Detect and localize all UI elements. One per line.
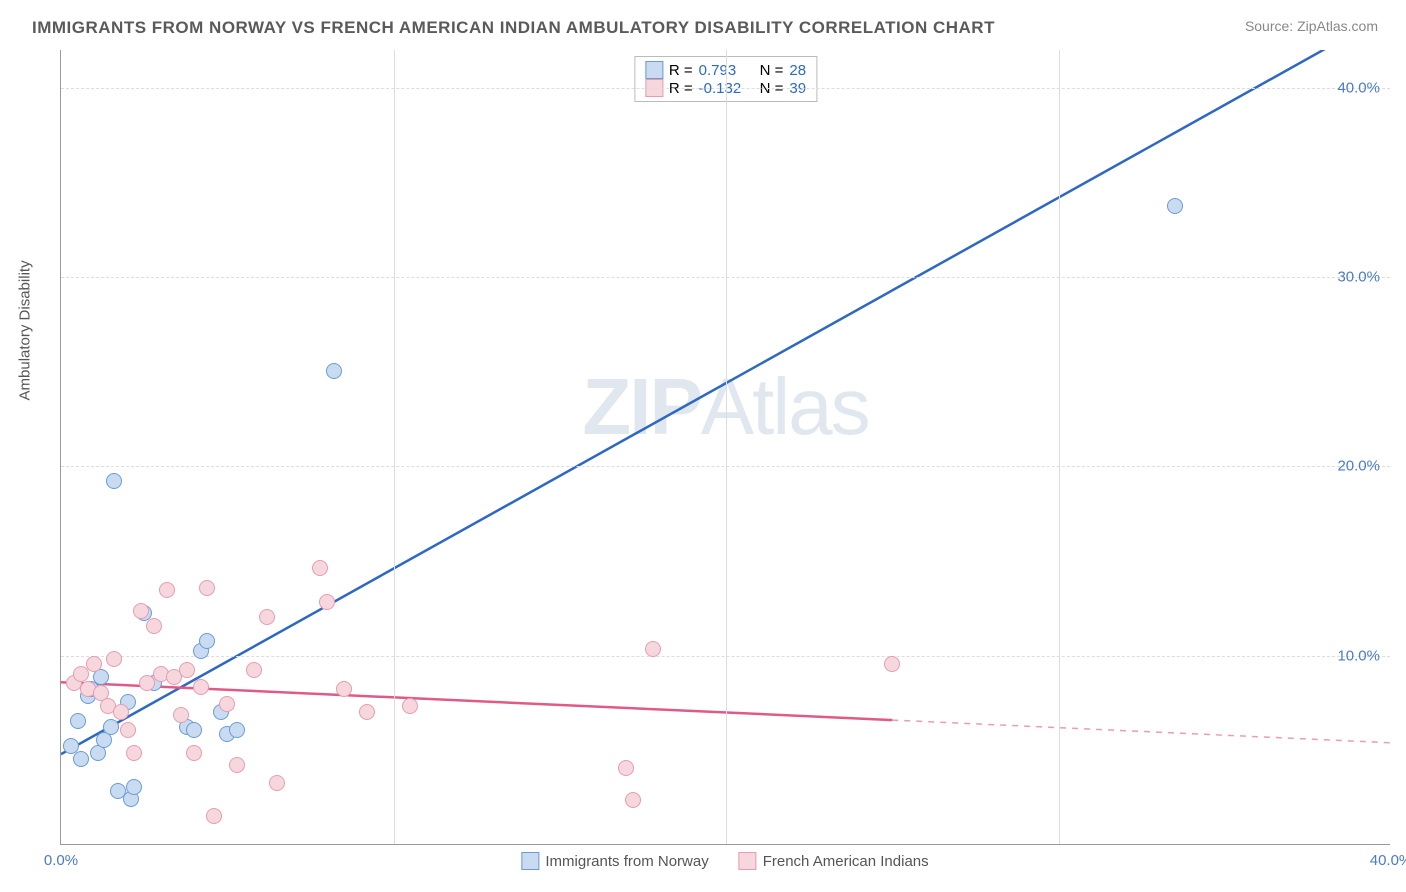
data-point <box>199 633 215 649</box>
data-point <box>359 704 375 720</box>
data-point <box>402 698 418 714</box>
n-value-series1: 28 <box>789 62 806 79</box>
data-point <box>186 722 202 738</box>
swatch-series2-bottom <box>739 852 757 870</box>
plot-region: ZIPAtlas R = 0.793 N = 28 R = -0.132 N =… <box>60 50 1390 845</box>
data-point <box>113 704 129 720</box>
data-point <box>229 757 245 773</box>
chart-area: Ambulatory Disability ZIPAtlas R = 0.793… <box>60 50 1390 845</box>
legend-label-series2: French American Indians <box>763 853 929 870</box>
data-point <box>146 618 162 634</box>
data-point <box>70 713 86 729</box>
source-attribution: Source: ZipAtlas.com <box>1245 18 1378 34</box>
x-tick-label: 40.0% <box>1370 852 1406 869</box>
gridline-v <box>726 50 727 844</box>
data-point <box>229 722 245 738</box>
x-tick-label: 0.0% <box>44 852 78 869</box>
data-point <box>159 582 175 598</box>
y-axis-label: Ambulatory Disability <box>17 260 34 400</box>
data-point <box>106 651 122 667</box>
y-tick-label: 40.0% <box>1337 79 1380 96</box>
data-point <box>625 792 641 808</box>
data-point <box>173 707 189 723</box>
legend-item-series2: French American Indians <box>739 852 929 870</box>
data-point <box>219 696 235 712</box>
y-tick-label: 30.0% <box>1337 269 1380 286</box>
data-point <box>73 751 89 767</box>
y-tick-label: 20.0% <box>1337 458 1380 475</box>
data-point <box>206 808 222 824</box>
data-point <box>645 641 661 657</box>
data-point <box>120 722 136 738</box>
data-point <box>884 656 900 672</box>
data-point <box>186 745 202 761</box>
y-tick-label: 10.0% <box>1337 647 1380 664</box>
data-point <box>106 473 122 489</box>
data-point <box>312 560 328 576</box>
data-point <box>103 719 119 735</box>
data-point <box>86 656 102 672</box>
data-point <box>193 679 209 695</box>
data-point <box>246 662 262 678</box>
data-point <box>179 662 195 678</box>
data-point <box>1167 198 1183 214</box>
data-point <box>336 681 352 697</box>
gridline-v <box>394 50 395 844</box>
data-point <box>199 580 215 596</box>
data-point <box>319 594 335 610</box>
data-point <box>259 609 275 625</box>
swatch-series1 <box>645 61 663 79</box>
gridline-v <box>1059 50 1060 844</box>
legend-item-series1: Immigrants from Norway <box>521 852 708 870</box>
data-point <box>618 760 634 776</box>
legend-label-series1: Immigrants from Norway <box>545 853 708 870</box>
data-point <box>126 779 142 795</box>
data-point <box>126 745 142 761</box>
data-point <box>326 363 342 379</box>
series-legend: Immigrants from Norway French American I… <box>521 852 928 870</box>
data-point <box>133 603 149 619</box>
swatch-series1-bottom <box>521 852 539 870</box>
data-point <box>269 775 285 791</box>
chart-title: IMMIGRANTS FROM NORWAY VS FRENCH AMERICA… <box>32 18 995 38</box>
